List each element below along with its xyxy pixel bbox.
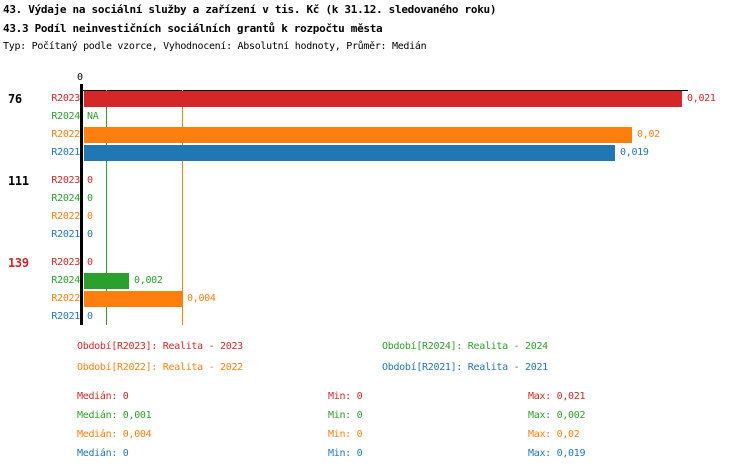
bar-139-r2022 xyxy=(84,291,182,307)
group-label-139: 139 xyxy=(8,256,29,270)
bar-139-r2024 xyxy=(84,273,129,289)
bar-chart: 0 76 R2023 0,021 R2024 NA R2022 0,02 R2021 0,019… xyxy=(0,70,750,335)
bar-value-label: 0 xyxy=(87,229,93,240)
row-label-76-r2024: R2024 xyxy=(51,111,80,122)
stat-max-r2021: Max: 0,019 xyxy=(528,448,586,459)
chart-title-line2: 43.3 Podíl neinvestičních sociálních gra… xyxy=(3,22,383,35)
stat-min-r2023: Min: 0 xyxy=(328,391,363,402)
row-label-111-r2021: R2021 xyxy=(51,229,80,240)
bar-76-r2023 xyxy=(84,91,682,107)
bar-76-r2021 xyxy=(84,145,615,161)
chart-title-line1: 43. Výdaje na sociální služby a zařízení… xyxy=(3,3,497,16)
plot-top-border xyxy=(80,90,688,91)
chart-subtitle: Typ: Počítaný podle vzorce, Vyhodnocení:… xyxy=(3,41,427,52)
bar-value-label: NA xyxy=(87,111,99,122)
row-label-139-r2024: R2024 xyxy=(51,275,80,286)
y-axis-line xyxy=(80,84,83,325)
row-label-111-r2023: R2023 xyxy=(51,175,80,186)
row-label-139-r2021: R2021 xyxy=(51,311,80,322)
stat-median-r2024: Medián: 0,001 xyxy=(77,410,152,421)
stat-median-r2022: Medián: 0,004 xyxy=(77,429,152,440)
stat-median-r2021: Medián: 0 xyxy=(77,448,129,459)
legend-item-r2022: Období[R2022]: Realita - 2022 xyxy=(77,362,243,373)
row-label-76-r2021: R2021 xyxy=(51,147,80,158)
group-label-76: 76 xyxy=(8,92,22,106)
stat-max-r2022: Max: 0,02 xyxy=(528,429,580,440)
median-line-r2022 xyxy=(182,90,183,325)
legend-item-r2021: Období[R2021]: Realita - 2021 xyxy=(382,362,548,373)
group-label-111: 111 xyxy=(8,174,29,188)
row-label-76-r2022: R2022 xyxy=(51,129,80,140)
row-label-139-r2023: R2023 xyxy=(51,257,80,268)
bar-value-label: 0,004 xyxy=(187,293,216,304)
bar-value-label: 0 xyxy=(87,175,93,186)
row-label-76-r2023: R2023 xyxy=(51,93,80,104)
bar-value-label: 0,02 xyxy=(637,129,660,140)
row-label-111-r2024: R2024 xyxy=(51,193,80,204)
bar-value-label: 0,021 xyxy=(687,93,716,104)
stat-median-r2023: Medián: 0 xyxy=(77,391,129,402)
row-label-139-r2022: R2022 xyxy=(51,293,80,304)
bar-value-label: 0,002 xyxy=(134,275,163,286)
bar-value-label: 0 xyxy=(87,257,93,268)
legend-item-r2023: Období[R2023]: Realita - 2023 xyxy=(77,341,243,352)
bar-76-r2022 xyxy=(84,127,632,143)
bar-value-label: 0,019 xyxy=(620,147,649,158)
bar-value-label: 0 xyxy=(87,193,93,204)
stat-min-r2024: Min: 0 xyxy=(328,410,363,421)
median-line-r2024 xyxy=(106,90,107,325)
stat-max-r2023: Max: 0,021 xyxy=(528,391,586,402)
bar-value-label: 0 xyxy=(87,211,93,222)
bar-value-label: 0 xyxy=(87,311,93,322)
x-axis-zero-tick-label: 0 xyxy=(76,72,84,83)
stat-max-r2024: Max: 0,002 xyxy=(528,410,586,421)
stat-min-r2021: Min: 0 xyxy=(328,448,363,459)
row-label-111-r2022: R2022 xyxy=(51,211,80,222)
stat-min-r2022: Min: 0 xyxy=(328,429,363,440)
legend-item-r2024: Období[R2024]: Realita - 2024 xyxy=(382,341,548,352)
